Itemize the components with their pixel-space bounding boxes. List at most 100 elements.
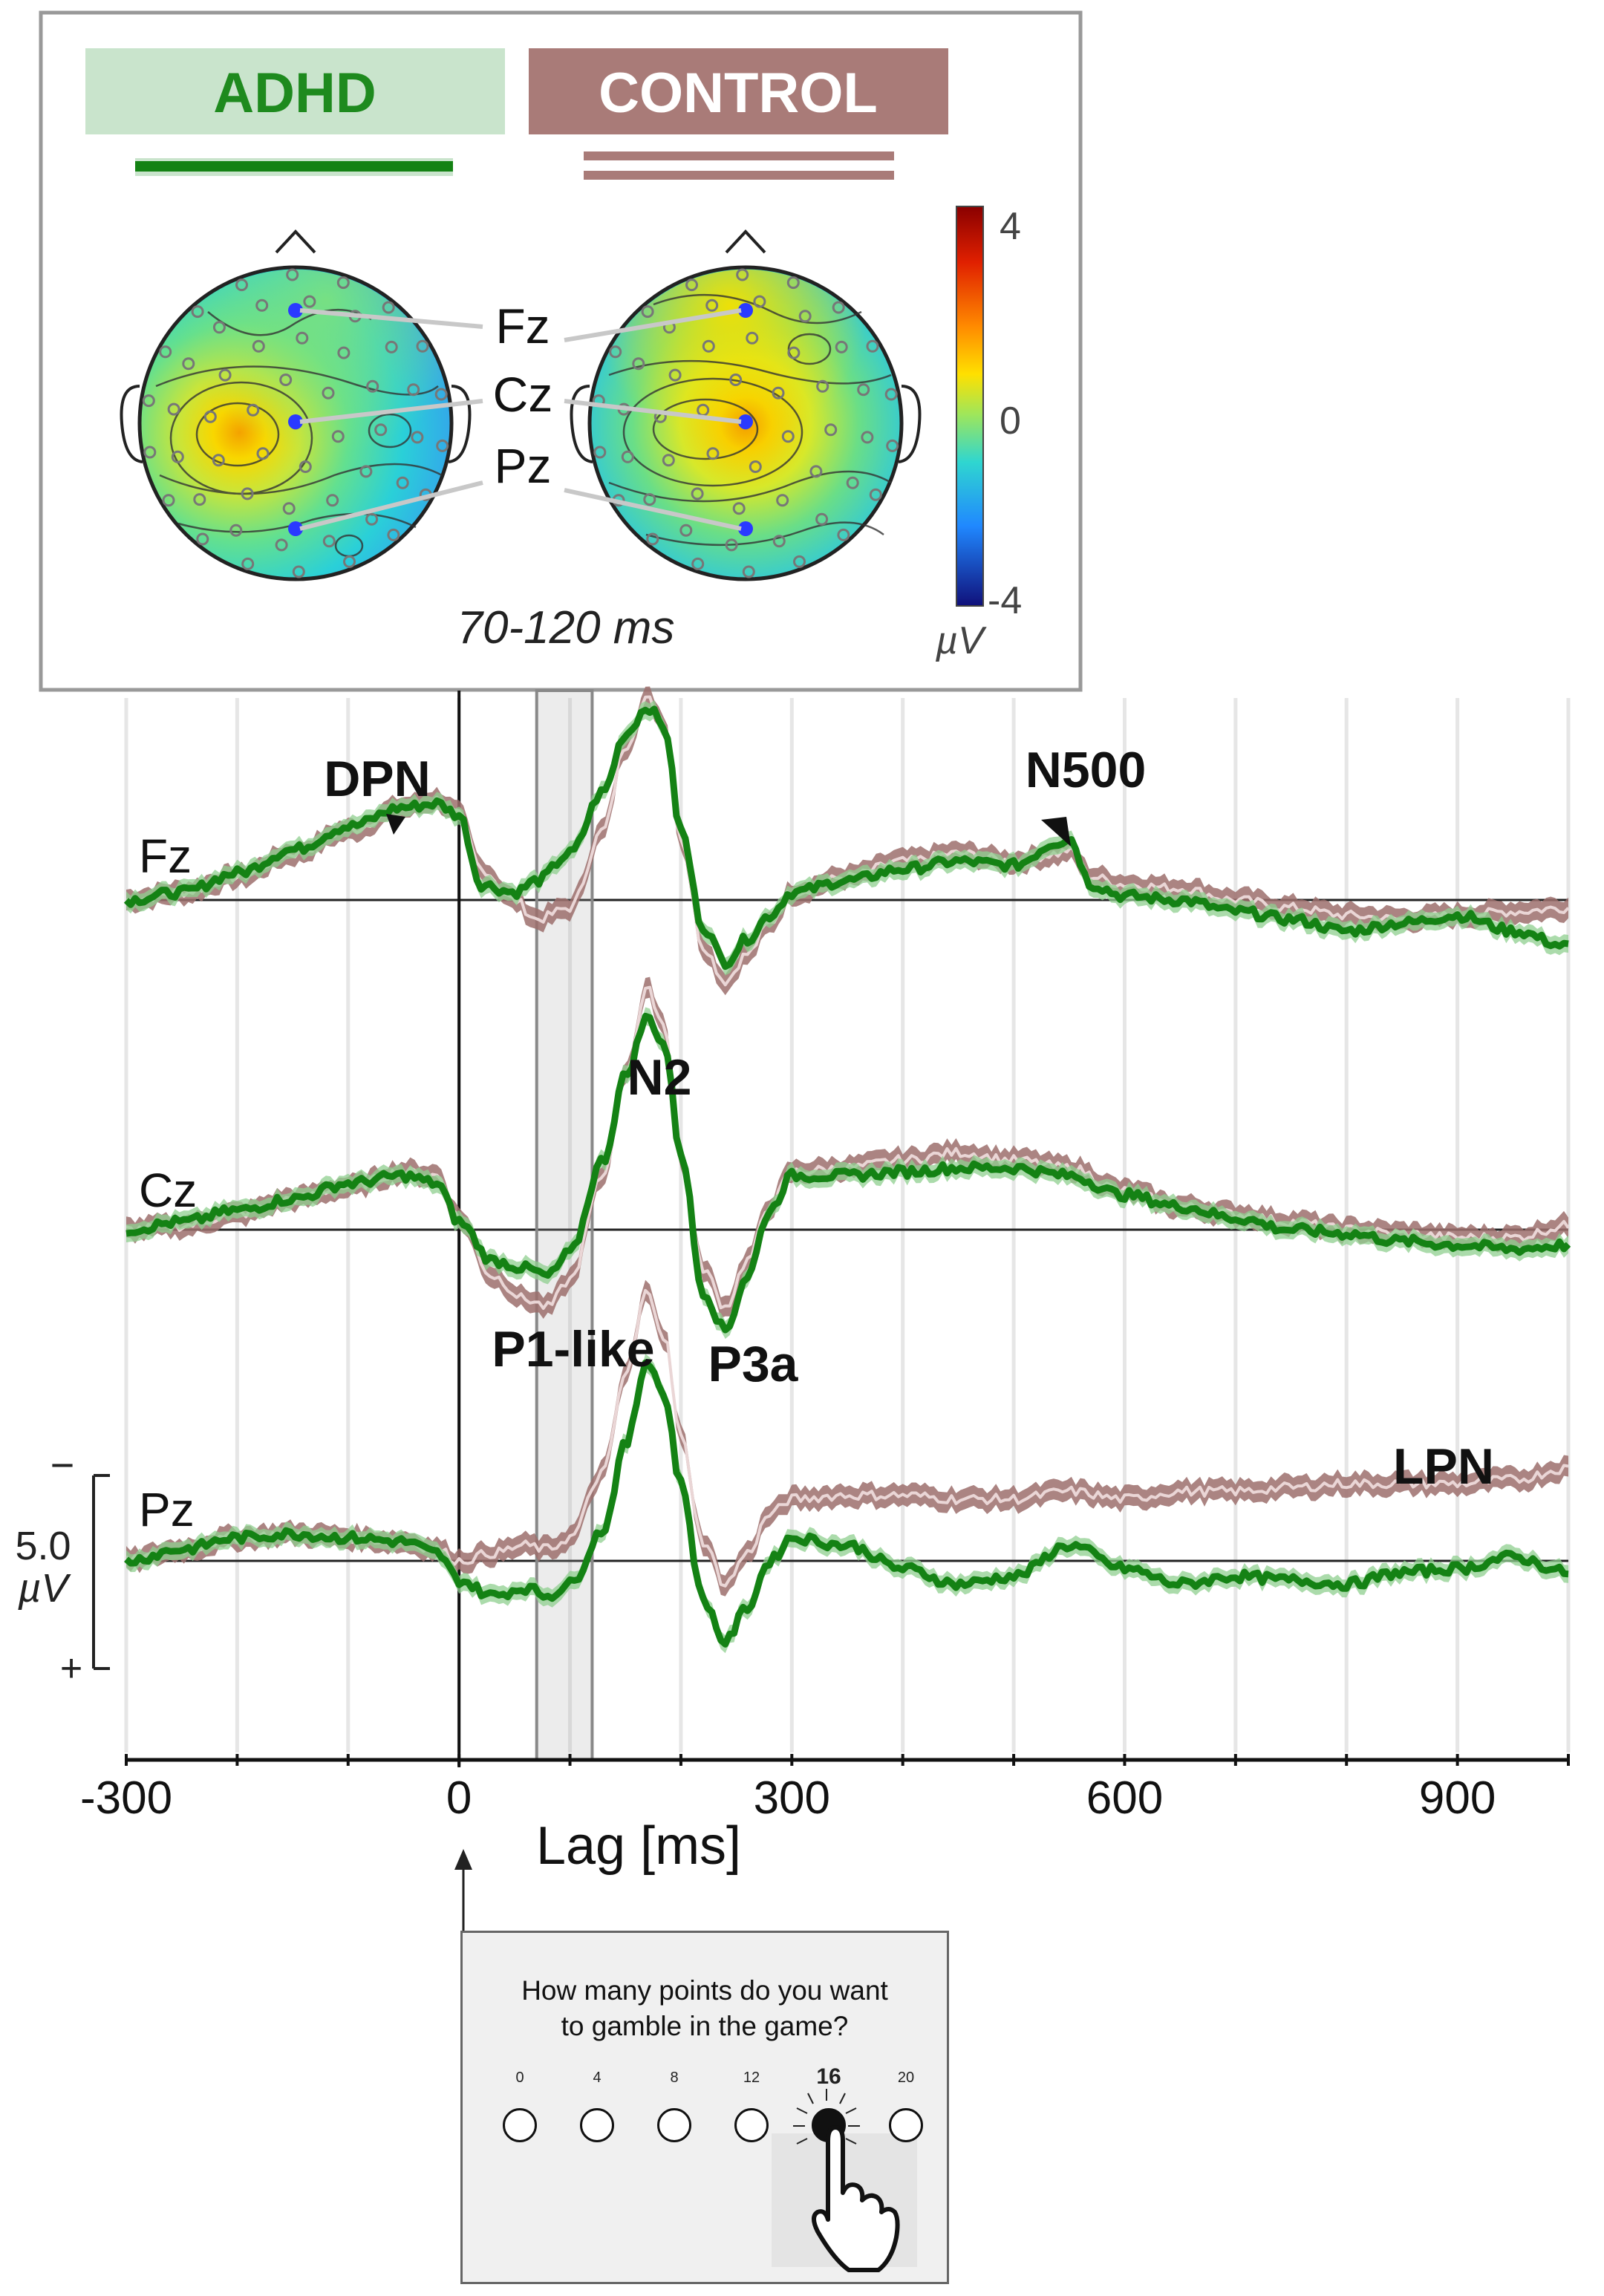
electrode-dot [861, 431, 874, 444]
trace-fz-adhd [123, 705, 1569, 971]
channel-label-pz: Pz [139, 1483, 195, 1536]
electrode-dot [366, 379, 379, 393]
x-tick-label: -300 [80, 1772, 172, 1824]
electrode-dot [746, 331, 759, 345]
electrode-dot [786, 276, 800, 290]
x-tick-label: 0 [446, 1772, 472, 1824]
legend-adhd-line [135, 161, 453, 172]
annotation-p1-like: P1-like [492, 1321, 654, 1377]
electrode-dot [252, 339, 265, 353]
legend-control-line-2 [584, 171, 894, 180]
electrode-dot [303, 295, 316, 308]
electrode-dot [679, 524, 693, 537]
electrode-dot [143, 446, 157, 459]
electrode-dot [382, 301, 395, 314]
head-map-control [570, 229, 922, 581]
electrode-fz-adhd [288, 303, 303, 318]
option-label-16: 16 [816, 2064, 841, 2089]
topo-label-pz: Pz [494, 438, 551, 493]
electrode-dot [685, 278, 698, 292]
task-question-line-1: How many points do you want [521, 1975, 888, 2006]
annotation-n500: N500 [1026, 742, 1147, 798]
electrode-dot [167, 402, 180, 416]
electrode-dot [247, 403, 260, 417]
onset-arrow-head [454, 1849, 472, 1870]
electrode-dot [229, 524, 243, 537]
legend-control-label: CONTROL [599, 62, 878, 125]
option-label-4: 4 [593, 2070, 602, 2086]
electrode-dot [286, 268, 299, 281]
x-tick-label: 300 [754, 1772, 830, 1824]
option-radio-20[interactable] [889, 2108, 923, 2142]
electrode-pz-adhd [288, 521, 303, 536]
electrode-dot [256, 447, 270, 460]
topo-time-window: 70-120 ms [457, 602, 675, 653]
channel-label-cz: Cz [139, 1164, 197, 1217]
electrode-dot [203, 410, 217, 423]
confidence-band-pz-adhd [126, 1354, 1568, 1654]
electrode-dot [832, 301, 845, 314]
electrode-dot [407, 383, 420, 397]
electrode-leader-lines [299, 308, 742, 531]
option-radio-12[interactable] [734, 2108, 769, 2142]
electrode-dot [385, 340, 398, 353]
electrode-dot [171, 450, 184, 463]
electrode-cz-adhd [288, 414, 303, 429]
legend-adhd-label: ADHD [213, 62, 376, 125]
electrode-dot [641, 305, 654, 319]
electrode-dot [331, 430, 345, 443]
legend-control-line-1 [584, 151, 894, 160]
electrode-dot [292, 565, 305, 578]
electrode-dot [322, 535, 336, 548]
electrode-dot [662, 454, 675, 467]
electrode-dot [621, 450, 634, 463]
electrode-dot [776, 494, 789, 507]
electrode-dot [753, 295, 766, 308]
electrode-dot [643, 493, 656, 506]
electrode-dot [736, 268, 749, 281]
electrode-dot [193, 493, 206, 506]
electrode-dot [809, 465, 823, 478]
electrode-dot [436, 439, 449, 452]
scale-bar-top: − [50, 1441, 75, 1488]
electrode-dot [337, 346, 351, 359]
electrode-dot [691, 487, 704, 500]
annotation-p3a: P3a [708, 1336, 799, 1392]
colorbar-min-label: -4 [988, 579, 1022, 622]
electrode-dot [609, 345, 622, 359]
electrode-dot [296, 331, 309, 345]
option-label-8: 8 [670, 2070, 679, 2086]
legend-adhd-box [85, 48, 505, 134]
electrode-dot [241, 557, 255, 570]
topo-label-fz: Fz [495, 299, 550, 353]
electrode-dot [668, 368, 682, 382]
option-radio-0[interactable] [503, 2108, 537, 2142]
electrode-dot [702, 339, 715, 353]
annotation-dpn: DPN [324, 751, 431, 807]
pointer-hand [793, 2089, 900, 2272]
electrode-dot [772, 386, 785, 399]
electrode-dot [729, 374, 743, 386]
erp-traces [123, 686, 1571, 1654]
colorbar [956, 206, 984, 607]
trace-cz-adhd [125, 1012, 1571, 1334]
confidence-band-cz-control [126, 976, 1568, 1319]
option-radio-8[interactable] [657, 2108, 691, 2142]
x-tick-label: 900 [1419, 1772, 1496, 1824]
electrode-dot [162, 494, 175, 507]
electrode-dot [182, 357, 195, 371]
electrode-dot [279, 374, 293, 386]
confidence-band-fz-control [126, 686, 1568, 996]
x-axis-label: Lag [ms] [536, 1816, 741, 1876]
topo-label-cz: Cz [493, 367, 553, 422]
scale-bar [92, 1474, 110, 1670]
electrode-dot [299, 460, 312, 473]
option-radio-4[interactable] [580, 2108, 614, 2142]
electrode-dot [781, 430, 795, 443]
electrode-dot [593, 446, 607, 459]
electrode-dot [742, 565, 755, 578]
electrode-dot [218, 368, 232, 382]
electrode-dot [866, 339, 879, 353]
annotation-n500-pointer [1041, 817, 1071, 847]
